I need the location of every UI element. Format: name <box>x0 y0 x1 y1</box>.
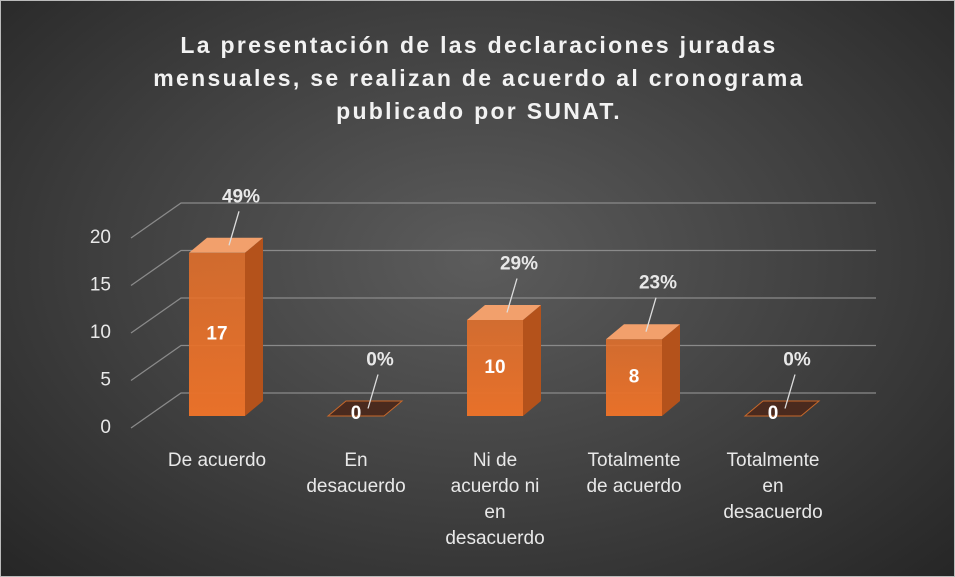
x-tick-label: De acuerdo <box>167 450 267 471</box>
x-tick-label: Ni de acuerdo ni en desacuerdo <box>445 450 545 549</box>
grid-line <box>130 202 876 239</box>
y-tick-label: 20 <box>90 227 111 248</box>
percentage-label: 23% <box>639 273 677 294</box>
leader-line <box>645 297 657 332</box>
bar <box>606 339 662 416</box>
bar <box>467 320 523 416</box>
grid-line <box>130 297 876 334</box>
value-label: 8 <box>629 367 640 388</box>
bar-side <box>523 305 541 416</box>
bar-side <box>245 237 263 416</box>
value-label: 0 <box>351 403 362 424</box>
leader-line <box>506 278 518 313</box>
leader-line <box>228 211 240 246</box>
value-label: 0 <box>768 403 779 424</box>
bar-side <box>662 324 680 416</box>
y-tick-label: 5 <box>100 370 111 391</box>
percentage-label: 49% <box>222 186 260 207</box>
y-tick-label: 10 <box>90 322 111 343</box>
x-tick-label: En desacuerdo <box>306 450 406 497</box>
value-label: 10 <box>484 357 505 378</box>
x-tick-label: Totalmente en desacuerdo <box>723 450 823 523</box>
x-tick-label: Totalmente de acuerdo <box>586 450 682 497</box>
percentage-label: 0% <box>366 350 394 371</box>
bar <box>326 400 404 417</box>
bar-top <box>467 305 541 320</box>
bar-top <box>606 324 680 340</box>
chart-title: La presentación de las declaraciones jur… <box>153 32 805 124</box>
leader-line <box>367 374 379 409</box>
y-tick-label: 0 <box>100 417 111 438</box>
bar <box>743 400 821 417</box>
grid-line <box>130 249 876 287</box>
value-label: 17 <box>206 323 227 344</box>
percentage-label: 29% <box>500 254 538 275</box>
percentage-label: 0% <box>783 350 811 371</box>
bar <box>189 252 245 416</box>
y-tick-label: 15 <box>90 275 111 296</box>
leader-line <box>784 374 796 409</box>
bar-top <box>189 237 263 253</box>
